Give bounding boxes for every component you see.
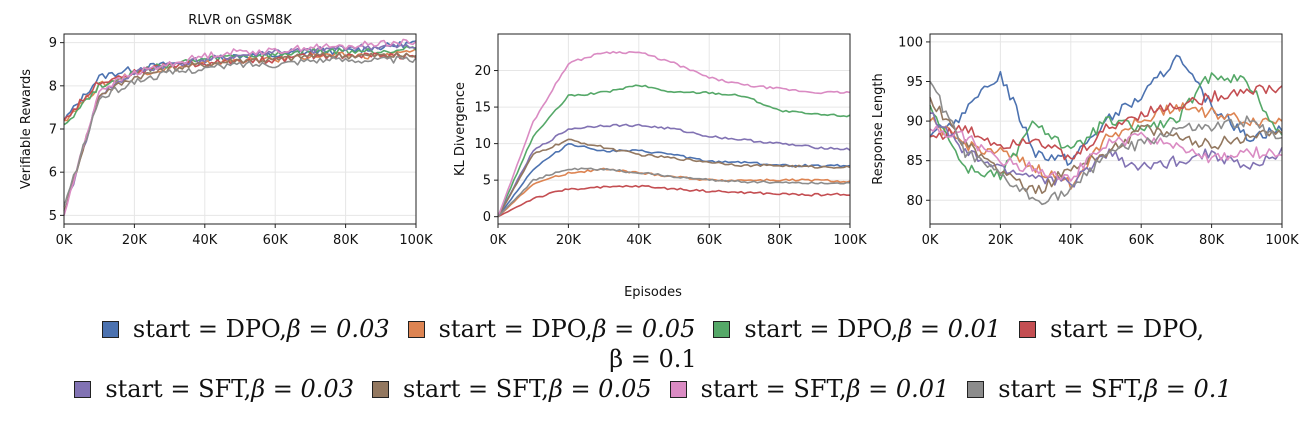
series-line-6 bbox=[63, 51, 417, 212]
x-tick-label: 60K bbox=[263, 233, 289, 248]
y-tick-label: 8 bbox=[49, 79, 57, 94]
series-line-7 bbox=[63, 38, 417, 216]
legend-label: start = DPO, bbox=[744, 315, 899, 343]
legend-swatch bbox=[669, 380, 687, 398]
series-line-1 bbox=[63, 40, 417, 121]
x-tick-label: 80K bbox=[767, 233, 793, 248]
x-axis-label: Episodes bbox=[624, 285, 682, 300]
legend-dpo-item-2: start = DPO, β = 0.05 bbox=[407, 314, 696, 344]
x-tick-label: 20K bbox=[122, 233, 148, 248]
series-line-8 bbox=[929, 81, 1283, 206]
legend-sft-item-2: start = SFT, β = 0.05 bbox=[371, 374, 652, 404]
plot-frame bbox=[497, 33, 851, 225]
y-tick-label: 90 bbox=[906, 115, 923, 130]
y-tick-label: 0 bbox=[483, 210, 491, 225]
series-line-5 bbox=[497, 123, 851, 218]
series-line-7 bbox=[497, 50, 851, 217]
legend-label: start = SFT, bbox=[998, 375, 1145, 403]
y-tick-label: 5 bbox=[49, 209, 57, 224]
series-line-4 bbox=[929, 84, 1283, 161]
legend-swatch bbox=[74, 380, 92, 398]
legend-sft-item-3: start = SFT, β = 0.01 bbox=[669, 374, 950, 404]
chart-title: RLVR on GSM8K bbox=[188, 13, 292, 28]
legend-swatch bbox=[713, 320, 731, 338]
y-axis-label: Verifiable Rewards bbox=[19, 69, 34, 189]
legend-sft-item-1: start = SFT, β = 0.03 bbox=[74, 374, 354, 404]
legend-swatch bbox=[101, 320, 119, 338]
legend-beta: β = 0.03 bbox=[286, 315, 390, 343]
y-tick-label: 6 bbox=[49, 166, 57, 181]
x-tick-label: 80K bbox=[333, 233, 359, 248]
chart-panel-2: 0K 20K 40K 60K 80K 100K 0 5 10 15 20 KL Divergence bbox=[453, 33, 867, 248]
x-tick-label: 100K bbox=[399, 233, 433, 248]
series-line-3 bbox=[929, 72, 1283, 181]
legend-wrap-line: β = 0.1 bbox=[0, 344, 1306, 374]
legend: start = DPO, β = 0.03 start = DPO, β = 0.… bbox=[0, 314, 1306, 404]
x-tick-label: 80K bbox=[1199, 233, 1225, 248]
legend-swatch bbox=[1019, 320, 1037, 338]
x-tick-label: 20K bbox=[556, 233, 582, 248]
series-line-3 bbox=[497, 84, 851, 218]
legend-beta: β = 0.03 bbox=[251, 375, 354, 403]
legend-label: start = DPO, bbox=[438, 315, 593, 343]
legend-dpo-item-4: start = DPO, bbox=[1019, 314, 1204, 344]
series-line-6 bbox=[497, 138, 851, 218]
legend-swatch bbox=[967, 380, 985, 398]
legend-dpo-item-3: start = DPO, β = 0.01 bbox=[713, 314, 1001, 344]
x-tick-label: 40K bbox=[626, 233, 652, 248]
y-axis-label: KL Divergence bbox=[453, 82, 468, 176]
legend-sft-item-4: start = SFT, β = 0.1 bbox=[967, 374, 1232, 404]
series-line-8 bbox=[63, 55, 417, 207]
legend-swatch bbox=[371, 380, 389, 398]
series-line-5 bbox=[929, 112, 1283, 188]
legend-label: start = SFT, bbox=[402, 375, 549, 403]
y-tick-label: 10 bbox=[474, 137, 491, 152]
series-line-6 bbox=[929, 97, 1283, 195]
y-tick-label: 100 bbox=[898, 35, 923, 50]
x-tick-label: 60K bbox=[1129, 233, 1155, 248]
x-tick-label: 100K bbox=[1265, 233, 1299, 248]
series-line-7 bbox=[929, 125, 1283, 182]
legend-row-dpo: start = DPO, β = 0.03 start = DPO, β = 0.… bbox=[0, 314, 1306, 344]
y-tick-label: 20 bbox=[474, 64, 491, 79]
legend-beta: β = 0.05 bbox=[592, 315, 696, 343]
y-tick-label: 85 bbox=[906, 154, 923, 169]
y-tick-label: 80 bbox=[906, 194, 923, 209]
legend-label: start = SFT, bbox=[105, 375, 252, 403]
y-tick-label: 7 bbox=[49, 123, 57, 138]
x-tick-label: 40K bbox=[192, 233, 218, 248]
series-line-2 bbox=[929, 102, 1283, 190]
x-tick-label: 0K bbox=[490, 233, 507, 248]
x-tick-label: 60K bbox=[697, 233, 723, 248]
y-axis-label: Response Length bbox=[871, 73, 886, 184]
x-tick-label: 100K bbox=[833, 233, 867, 248]
legend-label: start = DPO, bbox=[1050, 315, 1205, 343]
series-line-4 bbox=[497, 184, 850, 218]
x-tick-label: 40K bbox=[1058, 233, 1084, 248]
legend-beta: β = 0.01 bbox=[846, 375, 950, 403]
legend-label: start = DPO, bbox=[132, 315, 287, 343]
y-tick-label: 5 bbox=[483, 174, 491, 189]
legend-beta: β = 0.05 bbox=[548, 375, 652, 403]
y-tick-label: 15 bbox=[474, 101, 491, 116]
series-line-5 bbox=[63, 43, 417, 216]
legend-beta: β = 0.1 bbox=[1144, 375, 1232, 403]
x-tick-label: 20K bbox=[988, 233, 1014, 248]
series-line-8 bbox=[497, 167, 851, 218]
legend-label: start = SFT, bbox=[700, 375, 847, 403]
legend-dpo-item-1: start = DPO, β = 0.03 bbox=[101, 314, 390, 344]
x-tick-label: 0K bbox=[922, 233, 939, 248]
chart-panel-1: 0K 20K 40K 60K 80K 100K 5 6 7 8 9 Verifiable Reward… bbox=[19, 13, 433, 248]
y-tick-label: 95 bbox=[906, 75, 923, 90]
legend-beta: β = 0.01 bbox=[898, 315, 1002, 343]
y-tick-label: 9 bbox=[49, 36, 57, 51]
x-tick-label: 0K bbox=[56, 233, 73, 248]
legend-swatch bbox=[407, 320, 425, 338]
chart-panel-3: 0K 20K 40K 60K 80K 100K 80 85 90 95 100 Response Le… bbox=[871, 33, 1299, 248]
plot-frame bbox=[929, 33, 1283, 225]
legend-row-sft: start = SFT, β = 0.03 start = SFT, β = 0.… bbox=[0, 374, 1306, 404]
legend-wrap-text: β = 0.1 bbox=[609, 345, 697, 373]
series-line-2 bbox=[497, 167, 851, 218]
